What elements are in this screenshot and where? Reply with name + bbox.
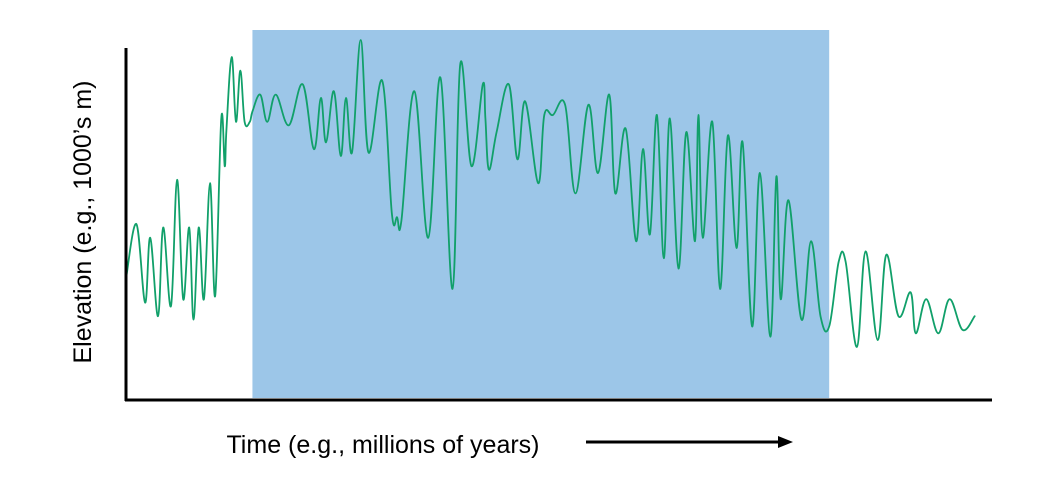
x-axis-label: Time (e.g., millions of years) (226, 431, 539, 459)
highlight-band (252, 30, 830, 398)
time-arrow-head (778, 436, 793, 448)
y-axis-label: Elevation (e.g., 1000’s m) (69, 80, 97, 363)
series-line-elevation (125, 39, 976, 348)
